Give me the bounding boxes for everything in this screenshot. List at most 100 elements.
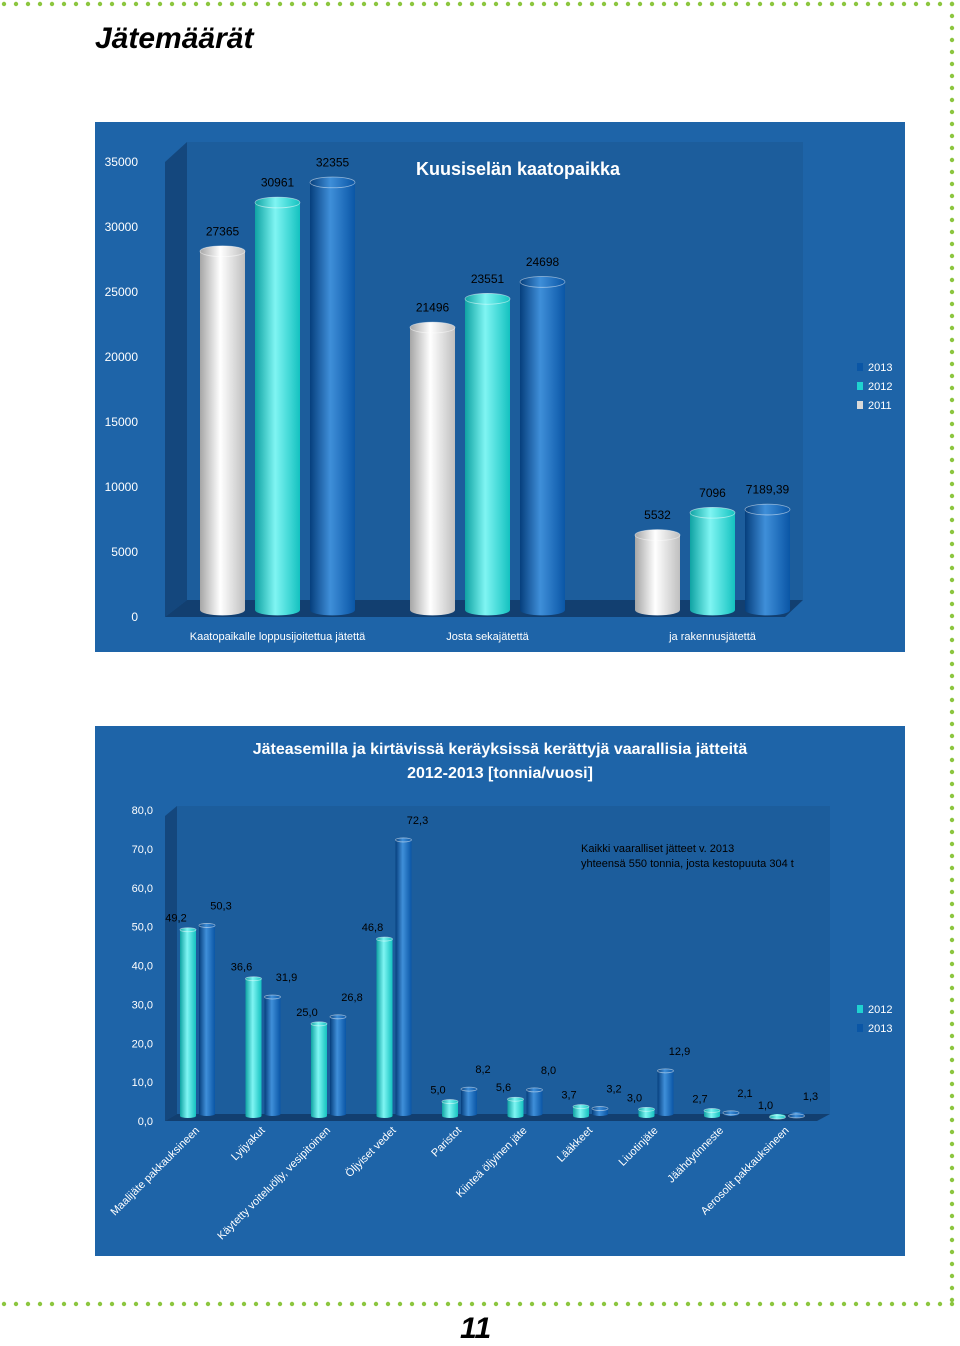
data-label: 24698	[526, 255, 560, 269]
bar-2013-1	[198, 923, 216, 1116]
data-label: 36,6	[231, 962, 252, 974]
bar-2012-3	[689, 506, 736, 616]
y-tick-label: 15000	[105, 415, 139, 429]
data-label: 30961	[261, 176, 295, 190]
bar-2013-3	[744, 503, 791, 616]
bar-2013-10	[788, 1112, 805, 1119]
x-category-label: ja rakennusjätettä	[668, 631, 757, 643]
bar-2013-2	[264, 994, 281, 1116]
data-label: 3,2	[606, 1084, 621, 1096]
legend-marker	[857, 1005, 863, 1013]
data-label: 2,7	[692, 1094, 707, 1106]
data-label: 31,9	[276, 972, 297, 984]
bar-2013-2	[519, 276, 566, 616]
data-label: 1,3	[803, 1091, 818, 1103]
data-label: 7189,39	[746, 483, 790, 497]
y-tick-label: 70,0	[132, 844, 153, 856]
y-tick-label: 10000	[105, 480, 139, 494]
bar-2012-3	[310, 1021, 328, 1118]
chart-title-line2: 2012-2013 [tonnia/vuosi]	[407, 765, 593, 782]
chart-title: Kuusiselän kaatopaikka	[416, 159, 621, 179]
bar-2013-8	[657, 1068, 674, 1116]
legend-marker	[857, 382, 863, 390]
page-title: Jätemäärät	[95, 22, 254, 55]
bar-2012-10	[769, 1114, 786, 1120]
bar-2011-1	[199, 245, 246, 616]
bar-2013-7	[591, 1106, 609, 1116]
data-label: 21496	[416, 301, 450, 315]
data-label: 3,0	[627, 1092, 642, 1104]
legend-label: 2011	[868, 400, 892, 412]
data-label: 49,2	[165, 913, 186, 925]
y-tick-label: 60,0	[132, 883, 153, 895]
page-number: 11	[460, 1312, 492, 1345]
data-label: 25,0	[296, 1007, 317, 1019]
y-tick-label: 40,0	[132, 961, 153, 973]
data-label: 12,9	[669, 1046, 690, 1058]
legend-marker	[857, 363, 863, 371]
data-label: 5,0	[430, 1085, 445, 1097]
chart-side-wall	[165, 142, 187, 617]
bar-2012-9	[703, 1108, 721, 1118]
bar-2013-3	[329, 1014, 347, 1116]
data-label: 32355	[316, 155, 350, 169]
bar-2012-1	[179, 927, 197, 1118]
y-tick-label: 5000	[111, 545, 138, 559]
data-label: 50,3	[210, 900, 231, 912]
data-label: 7096	[699, 486, 726, 500]
y-tick-label: 0,0	[138, 1116, 153, 1128]
legend-label: 2012	[868, 381, 892, 393]
legend-label: 2013	[868, 1023, 892, 1035]
bar-2013-5	[460, 1086, 478, 1116]
y-tick-label: 35000	[105, 155, 139, 169]
bar-2013-1	[309, 176, 356, 616]
legend-label: 2013	[868, 362, 892, 374]
y-tick-label: 10,0	[132, 1077, 153, 1089]
bar-2012-8	[638, 1106, 655, 1118]
bar-2013-9	[722, 1110, 740, 1116]
decorative-dot-border-right	[949, 1, 955, 1303]
annotation-line1: Kaikki vaaralliset jätteet v. 2013	[581, 843, 734, 855]
bar-2011-2	[409, 321, 456, 616]
y-tick-label: 0	[131, 610, 138, 624]
data-label: 8,2	[475, 1064, 490, 1076]
data-label: 1,0	[758, 1100, 773, 1112]
legend-marker	[857, 1024, 863, 1032]
bar-2012-2	[245, 976, 262, 1118]
y-tick-label: 80,0	[132, 805, 153, 817]
data-label: 46,8	[362, 922, 383, 934]
data-label: 5,6	[496, 1082, 511, 1094]
data-label: 8,0	[541, 1065, 556, 1077]
bar-2012-6	[507, 1096, 524, 1118]
bar-2012-5	[441, 1099, 459, 1118]
y-tick-label: 20,0	[132, 1038, 153, 1050]
y-tick-label: 30000	[105, 220, 139, 234]
y-tick-label: 20000	[105, 350, 139, 364]
data-label: 23551	[471, 272, 505, 286]
chart-title-line1: Jäteasemilla ja kirtävissä keräyksissä k…	[253, 741, 748, 758]
y-tick-label: 50,0	[132, 922, 153, 934]
data-label: 27365	[206, 224, 240, 238]
chart-side-wall	[165, 806, 177, 1121]
landfill-bar-chart: 0 5000 10000 15000 20000 25000 30000 35000 Kaato…	[95, 122, 905, 652]
bar-2012-1	[254, 196, 301, 616]
decorative-dot-border-top	[1, 1, 955, 7]
bar-2012-2	[464, 293, 511, 616]
y-tick-label: 25000	[105, 285, 139, 299]
hazardous-waste-bar-chart: Jäteasemilla ja kirtävissä keräyksissä k…	[95, 726, 905, 1256]
y-tick-label: 30,0	[132, 999, 153, 1011]
legend-label: 2012	[868, 1004, 892, 1016]
decorative-dot-border-bottom	[1, 1301, 955, 1307]
data-label: 26,8	[341, 992, 362, 1004]
data-label: 72,3	[407, 815, 428, 827]
bar-2012-7	[572, 1104, 590, 1118]
x-category-label: Kaatopaikalle loppusijoitettua jätettä	[190, 631, 366, 643]
bar-2012-4	[376, 936, 393, 1118]
data-label: 3,7	[561, 1090, 576, 1102]
bar-2013-6	[526, 1087, 543, 1116]
bar-2013-4	[395, 837, 412, 1116]
annotation-line2: yhteensä 550 tonnia, josta kestopuuta 30…	[581, 858, 794, 870]
bar-2011-3	[634, 529, 681, 616]
legend-marker	[857, 401, 863, 409]
x-category-label: Josta sekajätettä	[446, 631, 529, 643]
